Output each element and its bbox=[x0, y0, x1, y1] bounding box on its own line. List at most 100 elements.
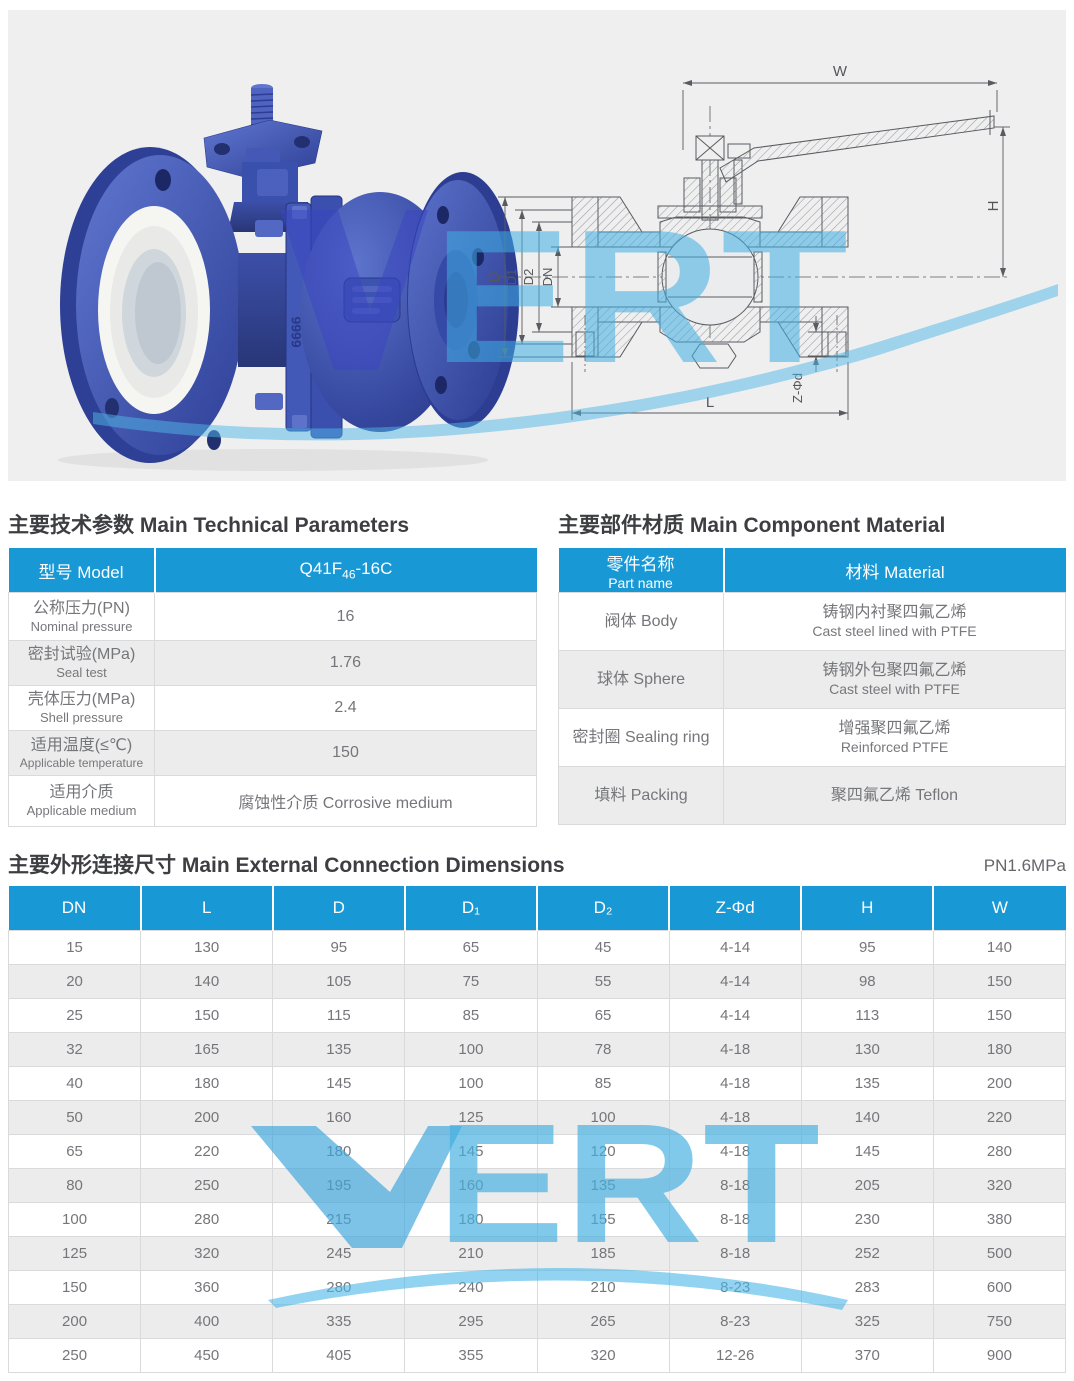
dim-cell: 125 bbox=[7, 1236, 142, 1271]
table-header-row: 零件名称 Part name 材料 Material bbox=[558, 548, 1066, 593]
table-row: 32 165 135 100 78 4-18 130 180 bbox=[7, 1032, 1067, 1067]
param-en: Applicable temperature bbox=[19, 755, 144, 770]
dim-cell: 4-18 bbox=[668, 1066, 802, 1101]
dim-cell: 360 bbox=[140, 1270, 274, 1305]
param-zh: 适用温度(≤℃) bbox=[30, 736, 133, 754]
table-row: 公称压力(PN) Nominal pressure 16 bbox=[8, 592, 537, 641]
dim-cell: 8-18 bbox=[668, 1202, 802, 1237]
dim-cell: 150 bbox=[140, 998, 274, 1033]
param-zh: 密封试验(MPa) bbox=[27, 646, 136, 664]
material-header: 材料 Material bbox=[723, 548, 1066, 593]
watermark-letters: ERT bbox=[433, 191, 848, 403]
dim-cell: 160 bbox=[272, 1100, 406, 1135]
dim-cell: 4-14 bbox=[668, 998, 802, 1033]
dim-cell: 113 bbox=[800, 998, 934, 1033]
dim-cell: 50 bbox=[7, 1100, 142, 1135]
material-cell: 铸钢外包聚四氟乙烯 Cast steel with PTFE bbox=[723, 650, 1066, 709]
dim-cell: 8-18 bbox=[668, 1168, 802, 1203]
dim-cell: 245 bbox=[272, 1236, 406, 1271]
dim-cell: 4-18 bbox=[668, 1032, 802, 1067]
param-zh: 适用介质 bbox=[49, 784, 114, 802]
dim-cell: 12-26 bbox=[668, 1338, 802, 1373]
dim-cell: 125 bbox=[404, 1100, 538, 1135]
param-en: Seal test bbox=[56, 665, 107, 681]
dim-cell: 100 bbox=[404, 1032, 538, 1067]
dim-cell: 45 bbox=[536, 930, 670, 965]
dim-cell: 75 bbox=[404, 964, 538, 999]
param-en: Applicable medium bbox=[26, 803, 137, 819]
dim-cell: 150 bbox=[932, 998, 1067, 1033]
param-label-cell: 壳体压力(MPa) Shell pressure bbox=[8, 685, 155, 731]
dim-cell: 65 bbox=[7, 1134, 142, 1169]
material-cell: 增强聚四氟乙烯 Reinforced PTFE bbox=[723, 708, 1066, 767]
table-row: 200 400 335 295 265 8-23 325 750 bbox=[7, 1304, 1067, 1339]
dim-cell: 65 bbox=[536, 998, 670, 1033]
dim-cell: 145 bbox=[404, 1134, 538, 1169]
bolt-hole bbox=[468, 341, 480, 359]
part-name-cell: 填料 Packing bbox=[558, 766, 724, 825]
part-name-zh: 零件名称 bbox=[606, 554, 675, 574]
dim-cell: 85 bbox=[536, 1066, 670, 1101]
dim-cell: 155 bbox=[536, 1202, 670, 1237]
table-row: 适用温度(≤℃) Applicable temperature 150 bbox=[8, 730, 537, 776]
dim-cell: 200 bbox=[7, 1304, 142, 1339]
pressure-rating-note: PN1.6MPa bbox=[983, 856, 1066, 875]
dim-cell: 160 bbox=[404, 1168, 538, 1203]
dim-cell: 200 bbox=[932, 1066, 1067, 1101]
col-header-l: L bbox=[140, 886, 274, 931]
dim-cell: 180 bbox=[404, 1202, 538, 1237]
watermark-v-shape bbox=[280, 210, 428, 370]
technical-drawing: W H D D1 D2 DN L Z-Φd bbox=[486, 63, 1010, 420]
dim-cell: 265 bbox=[536, 1304, 670, 1339]
table-row: 250 450 405 355 320 12-26 370 900 bbox=[7, 1338, 1067, 1373]
model-prefix: Q41F bbox=[299, 558, 343, 578]
dim-label-zphid: Z-Φd bbox=[790, 373, 805, 403]
dim-cell: 370 bbox=[800, 1338, 934, 1373]
model-label-cell: 型号 Model bbox=[8, 548, 156, 593]
table-row: 125 320 245 210 185 8-18 252 500 bbox=[7, 1236, 1067, 1271]
dim-cell: 40 bbox=[7, 1066, 142, 1101]
dim-cell: 320 bbox=[140, 1236, 274, 1271]
dim-cell: 130 bbox=[800, 1032, 934, 1067]
model-value-cell: Q41F46-16C bbox=[154, 548, 537, 593]
dim-cell: 20 bbox=[7, 964, 142, 999]
table-row: 50 200 160 125 100 4-18 140 220 bbox=[7, 1100, 1067, 1135]
bolt-hole bbox=[472, 248, 484, 266]
watermark-hero: ERT bbox=[93, 191, 1058, 441]
dim-cell: 165 bbox=[140, 1032, 274, 1067]
dim-cell: 355 bbox=[404, 1338, 538, 1373]
dim-cell: 135 bbox=[800, 1066, 934, 1101]
dim-cell: 130 bbox=[140, 930, 274, 965]
table-header-row: 型号 Model Q41F46-16C bbox=[8, 548, 537, 593]
dim-label-d: D bbox=[486, 271, 503, 282]
dim-cell: 115 bbox=[272, 998, 406, 1033]
dim-label-w: W bbox=[833, 63, 848, 80]
param-value-cell: 1.76 bbox=[154, 640, 537, 686]
material-title: 主要部件材质 Main Component Material bbox=[558, 514, 946, 537]
param-value-cell: 150 bbox=[154, 730, 537, 776]
dim-cell: 78 bbox=[536, 1032, 670, 1067]
material-en: Cast steel with PTFE bbox=[829, 681, 960, 698]
dim-cell: 280 bbox=[140, 1202, 274, 1237]
table-row: 40 180 145 100 85 4-18 135 200 bbox=[7, 1066, 1067, 1101]
dim-cell: 210 bbox=[536, 1270, 670, 1305]
dim-cell: 195 bbox=[272, 1168, 406, 1203]
table-row: 80 250 195 160 135 8-18 205 320 bbox=[7, 1168, 1067, 1203]
right-flange bbox=[407, 172, 519, 428]
dim-cell: 180 bbox=[140, 1066, 274, 1101]
col-header-h: H bbox=[801, 886, 935, 931]
dim-cell: 85 bbox=[404, 998, 538, 1033]
table-row: 适用介质 Applicable medium 腐蚀性介质 Corrosive m… bbox=[8, 775, 537, 827]
col-header-d: D bbox=[272, 886, 406, 931]
dim-cell: 145 bbox=[800, 1134, 934, 1169]
dim-cell: 900 bbox=[932, 1338, 1067, 1373]
dim-cell: 280 bbox=[932, 1134, 1067, 1169]
dimensions-table-body: 15 130 95 65 45 4-14 95 140 20 140 105 75 55 4-… bbox=[7, 930, 1067, 1373]
hero-graphic: 6666 6666 bbox=[58, 63, 1058, 471]
dim-cell: 215 bbox=[272, 1202, 406, 1237]
dim-cell: 220 bbox=[932, 1100, 1067, 1135]
bolt-hole bbox=[105, 398, 119, 418]
dim-cell: 4-14 bbox=[668, 930, 802, 965]
dimensions-title: 主要外形连接尺寸 Main External Connection Dimens… bbox=[8, 854, 565, 877]
